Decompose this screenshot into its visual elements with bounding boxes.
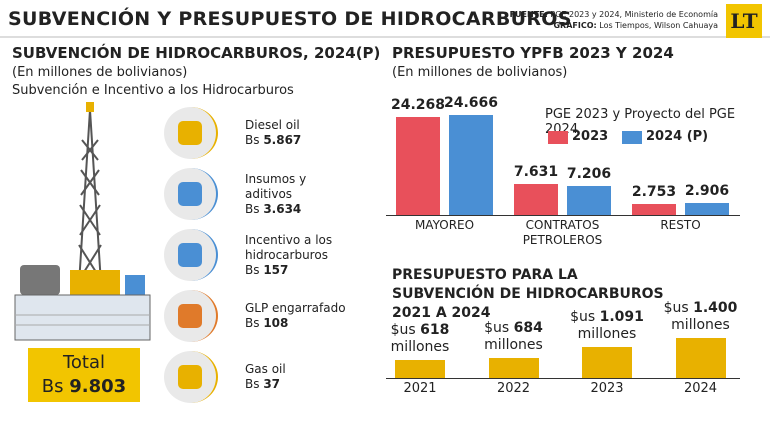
bar xyxy=(395,360,445,378)
item-label: Gas oil xyxy=(245,362,286,376)
subsidy-subtitle: Subvención e Incentivo a los Hidrocarbur… xyxy=(12,83,294,98)
item: Diesel oil Bs 5.867 xyxy=(245,118,355,148)
item-label: Insumos y aditivos xyxy=(245,171,307,201)
item: Incentivo a los hidrocarburos Bs 157 xyxy=(245,233,355,278)
item-value: Bs 5.867 xyxy=(245,133,355,148)
item-label: GLP engarrafado xyxy=(245,301,346,315)
total-amount: 9.803 xyxy=(69,376,127,397)
axis-line xyxy=(386,378,740,379)
label-number: 1.091 xyxy=(599,308,644,325)
chart-subtitle: (En millones de bolivianos) xyxy=(392,65,568,80)
legend-label: 2023 xyxy=(572,129,609,144)
label-suffix: millones xyxy=(671,317,730,333)
item-value: Bs 108 xyxy=(245,316,355,331)
icon-core xyxy=(178,304,202,328)
item-label: Incentivo a los hidrocarburos xyxy=(245,232,333,262)
rig-illustration xyxy=(14,102,151,341)
value-label: 2.906 xyxy=(684,183,730,200)
item: Gas oil Bs 37 xyxy=(245,362,355,392)
x-tick-label: 2024 xyxy=(683,381,718,396)
item-unit: Bs xyxy=(245,201,260,216)
item-value: Bs 157 xyxy=(245,263,355,278)
item-unit: Bs xyxy=(245,262,260,277)
label-suffix: millones xyxy=(390,339,450,356)
legend-title: PGE 2023 y Proyecto del PGE 2024 xyxy=(545,107,736,137)
total-box: Total Bs 9.803 xyxy=(28,348,140,402)
item-amount: 108 xyxy=(263,316,289,330)
source-text: PGE 2023 y 2024, Ministerio de Economía xyxy=(550,10,718,19)
bar xyxy=(396,116,440,215)
legend-swatch xyxy=(548,131,568,144)
bar xyxy=(567,185,611,215)
graphic-text: Los Tiempos, Wilson Cahuaya xyxy=(599,21,718,30)
x-tick-label: MAYOREO xyxy=(414,218,475,232)
legend-label: 2024 (P) xyxy=(646,129,709,144)
value-label: $us 1.400 millones xyxy=(651,300,751,334)
label-prefix: $us xyxy=(663,300,689,316)
item-value: Bs 3.634 xyxy=(245,202,355,217)
bar xyxy=(632,203,676,215)
axis-line xyxy=(386,215,740,216)
value-label: 24.666 xyxy=(443,95,499,111)
logo: LT xyxy=(726,4,762,38)
item-unit: Bs xyxy=(245,133,260,147)
source: FUENTE: PGE 2023 y 2024, Ministerio de E… xyxy=(510,9,718,31)
bar xyxy=(685,203,729,215)
item-unit: Bs xyxy=(245,316,260,330)
value-label: 7.206 xyxy=(566,165,612,182)
bar xyxy=(514,184,558,215)
value-label: 24.268 xyxy=(390,96,446,113)
label-prefix: $us xyxy=(570,308,596,325)
label-number: 618 xyxy=(420,322,450,339)
label-number: 1.400 xyxy=(693,300,738,316)
label-suffix: millones xyxy=(484,337,543,354)
source-label: FUENTE: xyxy=(509,10,548,19)
item-unit: Bs xyxy=(245,377,260,391)
icon-core xyxy=(178,182,202,206)
value-label: $us 1.091 millones xyxy=(557,309,657,343)
icon-core xyxy=(178,243,202,267)
legend-swatch xyxy=(622,131,642,144)
item: GLP engarrafado Bs 108 xyxy=(245,301,355,331)
x-tick-label: 2022 xyxy=(496,381,531,396)
item-amount: 157 xyxy=(263,262,289,277)
total-value: Bs 9.803 xyxy=(28,375,140,399)
chart-title: PRESUPUESTO PARA LA SUBVENCIÓN DE HIDROC… xyxy=(392,267,664,321)
label-prefix: $us xyxy=(484,320,510,337)
item: Insumos y aditivos Bs 3.634 xyxy=(245,172,355,217)
bar xyxy=(675,338,726,378)
total-unit: Bs xyxy=(41,376,64,397)
x-tick-label: 2021 xyxy=(403,381,437,396)
value-label: 2.753 xyxy=(631,183,677,200)
value-label: $us 684 millones xyxy=(464,320,564,354)
item-amount: 37 xyxy=(263,377,281,391)
graphic-label: GRÁFICO: xyxy=(553,21,597,30)
x-tick-label: 2023 xyxy=(590,381,624,396)
subsidy-subtitle: (En millones de bolivianos) xyxy=(12,65,188,80)
bar xyxy=(449,115,493,215)
total-label: Total xyxy=(62,352,106,373)
separator xyxy=(0,36,770,38)
x-tick-label: RESTO xyxy=(660,218,701,232)
subsidy-title: SUBVENCIÓN DE HIDROCARBUROS, 2024(P) xyxy=(12,44,381,62)
icon-core xyxy=(178,121,202,145)
value-label: $us 618 millones xyxy=(370,322,470,356)
label-suffix: millones xyxy=(577,325,637,342)
value-label: 7.631 xyxy=(513,164,559,181)
bar xyxy=(582,346,632,378)
label-number: 684 xyxy=(513,320,543,337)
chart-title: PRESUPUESTO YPFB 2023 Y 2024 xyxy=(392,44,674,62)
item-value: Bs 37 xyxy=(245,377,355,392)
page-title: SUBVENCIÓN Y PRESUPUESTO DE HIDROCARBURO… xyxy=(8,8,572,30)
item-amount: 5.867 xyxy=(263,133,302,147)
item-label: Diesel oil xyxy=(245,118,300,132)
bar xyxy=(488,358,539,378)
x-tick-label: CONTRATOS PETROLEROS xyxy=(522,218,603,247)
item-amount: 3.634 xyxy=(263,201,302,216)
icon-core xyxy=(178,365,202,389)
label-prefix: $us xyxy=(390,322,416,339)
